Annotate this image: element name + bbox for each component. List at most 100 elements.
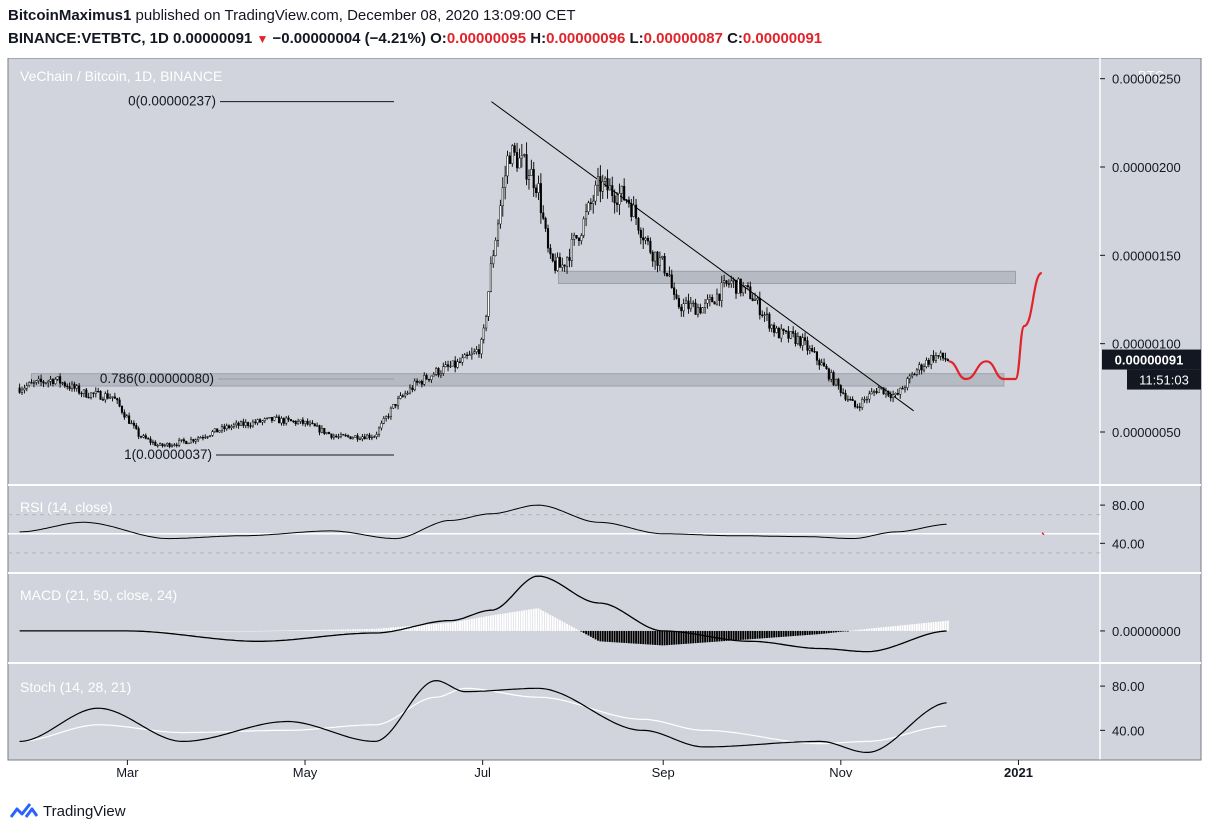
- candle-body: [937, 355, 940, 357]
- candle-body: [649, 240, 652, 253]
- macd-histogram-bar: [739, 630, 742, 640]
- macd-histogram-bar: [516, 611, 518, 631]
- candle-body: [504, 175, 507, 188]
- macd-histogram-bar: [661, 630, 664, 646]
- chart-canvas[interactable]: VeChain / Bitcoin, 1D, BINANCE BTC0.00000…: [0, 58, 1211, 803]
- macd-histogram-bar: [249, 630, 252, 632]
- tradingview-logo[interactable]: TradingView: [10, 802, 126, 820]
- candle-body: [546, 228, 550, 249]
- macd-histogram-bar: [863, 629, 866, 631]
- candle-body: [368, 434, 371, 438]
- macd-histogram-bar: [927, 622, 930, 631]
- candle-body: [570, 238, 573, 261]
- candle-body: [842, 392, 845, 394]
- macd-histogram-bar: [509, 612, 511, 631]
- macd-histogram-bar: [342, 629, 345, 631]
- macd-histogram-bar: [171, 630, 173, 632]
- author-name[interactable]: BitcoinMaximus1: [8, 7, 132, 24]
- candle-body: [777, 327, 780, 339]
- macd-histogram-bar: [197, 630, 200, 632]
- candle-body: [54, 379, 57, 385]
- macd-histogram-bar: [742, 630, 745, 640]
- macd-histogram-bar: [473, 618, 476, 631]
- macd-histogram-bar: [768, 630, 771, 638]
- macd-histogram-bar: [782, 630, 785, 637]
- macd-histogram-bar: [437, 623, 440, 631]
- macd-histogram-bar: [737, 630, 740, 641]
- macd-histogram-bar: [718, 630, 721, 642]
- macd-histogram-bar: [682, 630, 685, 644]
- macd-histogram-bar: [885, 626, 887, 631]
- macd-histogram-bar: [747, 630, 749, 640]
- macd-histogram-bar: [773, 630, 776, 638]
- candle-body: [389, 407, 392, 418]
- macd-histogram-bar: [837, 630, 840, 633]
- candle-body: [299, 419, 302, 422]
- candle-body: [201, 437, 204, 439]
- candle-body: [413, 380, 416, 391]
- candle-body: [49, 379, 52, 382]
- macd-histogram-bar: [501, 613, 504, 631]
- candle-body: [535, 187, 538, 193]
- candle-body: [463, 354, 466, 359]
- macd-histogram-bar: [618, 630, 621, 643]
- macd-histogram-bar: [159, 630, 161, 632]
- candle-body: [118, 399, 121, 407]
- candle-body: [784, 330, 788, 332]
- macd-histogram-bar: [920, 623, 923, 631]
- candle-body: [456, 361, 459, 368]
- macd-histogram-bar: [551, 616, 554, 631]
- macd-histogram-bar: [335, 629, 338, 631]
- candle-body: [63, 382, 66, 387]
- macd-histogram-bar: [887, 626, 890, 631]
- candle-body: [489, 263, 492, 292]
- candle-body: [446, 364, 450, 367]
- candle-body: [320, 428, 323, 433]
- candle-body: [232, 424, 235, 427]
- candle-body: [601, 181, 604, 192]
- fib-level-label: 1(0.00000037): [124, 447, 212, 462]
- candle-body: [813, 351, 816, 353]
- candle-body: [551, 253, 554, 262]
- candle-body: [608, 185, 611, 191]
- candle-body: [756, 297, 759, 301]
- candle-body: [606, 178, 609, 191]
- macd-histogram-bar: [720, 630, 723, 642]
- macd-histogram-bar: [692, 630, 695, 644]
- macd-histogram-bar: [461, 620, 464, 631]
- candle-body: [801, 337, 804, 346]
- macd-histogram-bar: [494, 614, 497, 631]
- macd-histogram-bar: [849, 630, 852, 632]
- candle-body: [361, 436, 364, 440]
- macd-histogram-bar: [554, 617, 557, 631]
- macd-histogram-bar: [639, 630, 642, 644]
- candle-body: [237, 422, 240, 426]
- macd-histogram-bar: [620, 630, 623, 643]
- candle-body: [285, 417, 288, 424]
- candle-body: [684, 300, 688, 304]
- candle-body: [318, 425, 321, 433]
- candle-body: [366, 434, 369, 440]
- candle-body: [97, 390, 100, 393]
- candle-body: [706, 299, 709, 304]
- macd-histogram-bar: [397, 626, 399, 631]
- stoch-tick-label: 40.00: [1112, 723, 1145, 738]
- macd-histogram-bar: [380, 628, 383, 631]
- candle-body: [475, 349, 478, 353]
- candle-body: [306, 420, 309, 425]
- macd-histogram-bar: [216, 630, 219, 632]
- candle-body: [104, 393, 107, 401]
- macd-histogram-bar: [549, 614, 552, 631]
- candle-body: [644, 237, 647, 241]
- candle-body: [144, 435, 147, 439]
- candle-body: [913, 373, 916, 376]
- candle-body: [37, 378, 40, 381]
- candle-body: [787, 330, 790, 339]
- macd-histogram-bar: [432, 624, 435, 631]
- macd-histogram-bar: [351, 629, 354, 631]
- candle-body: [197, 437, 200, 441]
- macd-histogram-bar: [285, 630, 288, 631]
- macd-histogram-bar: [382, 628, 385, 631]
- macd-histogram-bar: [463, 620, 466, 631]
- candle-body: [228, 425, 231, 429]
